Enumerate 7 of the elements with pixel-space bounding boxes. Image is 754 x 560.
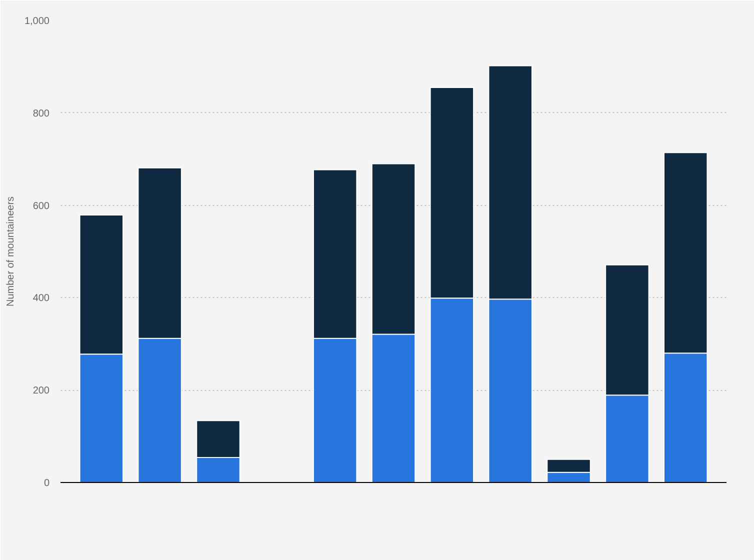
y-tick-label: 800	[32, 108, 50, 120]
y-axis-title: Number of mountaineers	[5, 196, 16, 307]
y-tick-label: 0	[44, 478, 50, 489]
y-tick-label: 200	[32, 386, 50, 397]
y-tick-label: 1,000	[24, 16, 50, 27]
y-tick-label: 600	[32, 200, 50, 212]
y-tick-label: 400	[32, 293, 50, 304]
